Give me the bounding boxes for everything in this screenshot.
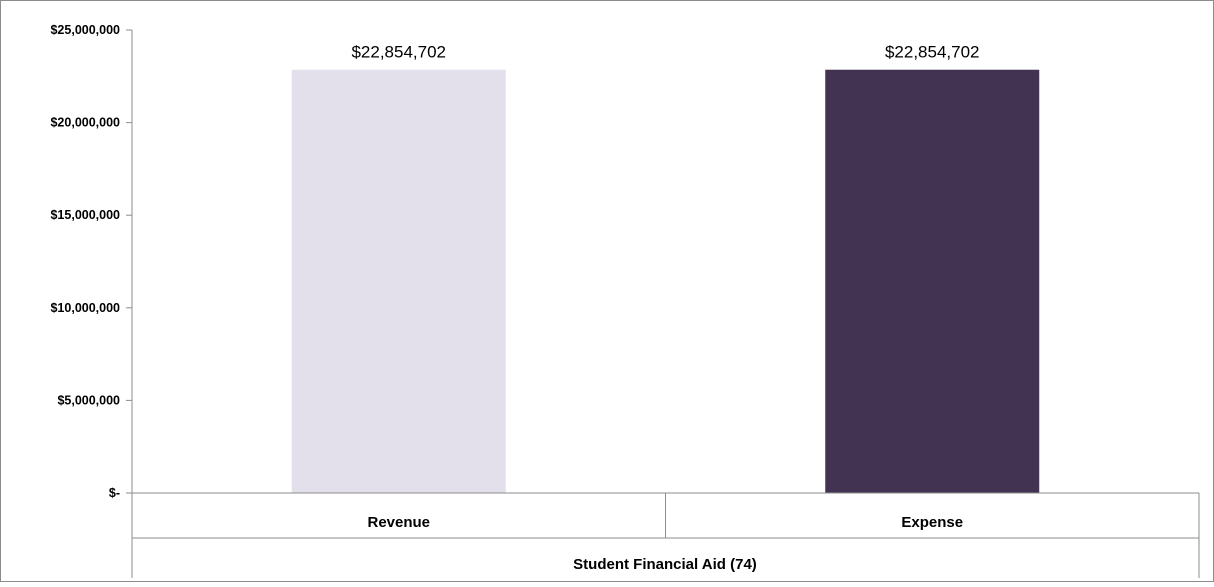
data-label: $22,854,702 [351, 43, 446, 62]
y-tick-label: $5,000,000 [57, 393, 120, 407]
y-tick-label: $25,000,000 [50, 23, 120, 37]
y-tick-label: $15,000,000 [50, 208, 120, 222]
category-label: Expense [901, 514, 963, 531]
x-axis: Revenue Expense [132, 492, 1200, 578]
bars: $22,854,702 $22,854,702 [291, 43, 1040, 493]
category-label: Revenue [367, 514, 430, 531]
data-label: $22,854,702 [885, 43, 980, 62]
bar-revenue [291, 69, 506, 493]
y-tick-label: $- [109, 486, 120, 500]
y-tick-label: $20,000,000 [50, 116, 120, 130]
y-axis: $- $5,000,000 $10,000,000 $15,000,000 $20,00… [50, 23, 133, 578]
category-group-label: Student Financial Aid (74) [573, 556, 757, 573]
y-tick-label: $10,000,000 [50, 301, 120, 315]
bar-expense [825, 69, 1040, 493]
